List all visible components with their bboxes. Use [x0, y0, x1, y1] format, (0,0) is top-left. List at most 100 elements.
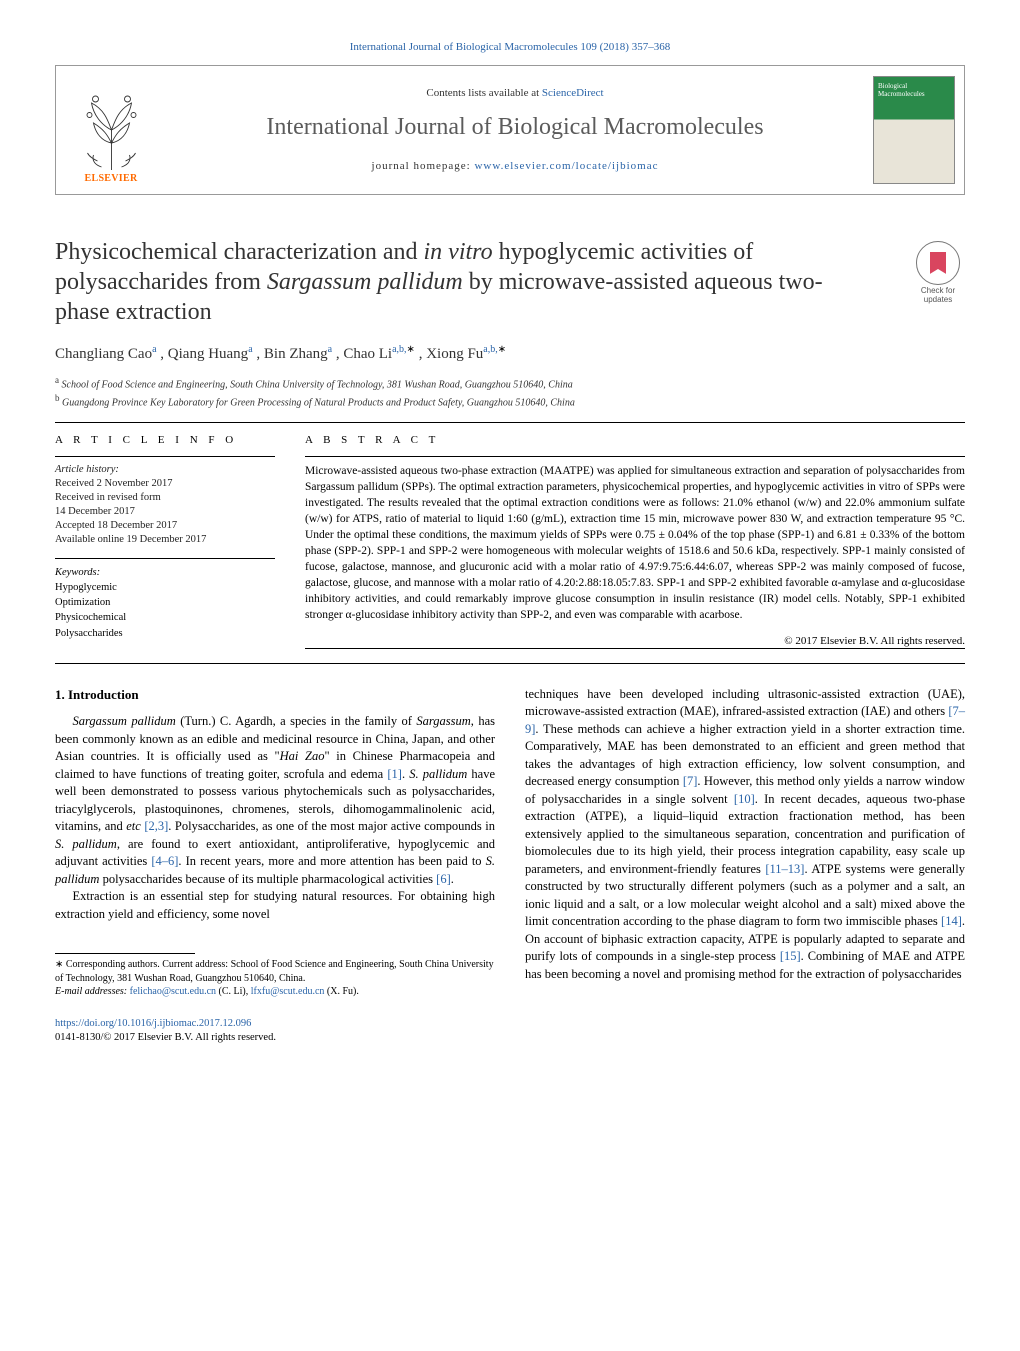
abstract-text: Microwave-assisted aqueous two-phase ext… — [305, 457, 965, 632]
abstract-rule-bottom — [305, 648, 965, 649]
updates-badge-circle-icon — [916, 241, 960, 285]
intro-t1r: . In recent years, more and more attenti… — [178, 854, 485, 868]
publisher-logo: ELSEVIER — [69, 75, 154, 186]
journal-cover-thumbnail: Biological Macromolecules — [873, 76, 955, 184]
body-column-left: 1. Introduction Sargassum pallidum (Turn… — [55, 686, 495, 1045]
intro-paragraph-cont: techniques have been developed including… — [525, 686, 965, 984]
intro-species-2: S. pallidum — [409, 767, 467, 781]
footnote-corresponding: ∗ Corresponding authors. Current address… — [55, 958, 495, 985]
homepage-link[interactable]: www.elsevier.com/locate/ijbiomac — [474, 160, 658, 172]
journal-cover-cell: Biological Macromolecules — [864, 66, 964, 194]
affiliation-a: a School of Food Science and Engineering… — [55, 374, 965, 392]
cite-6[interactable]: [6] — [436, 872, 451, 886]
author-5-corr-star: ∗ — [498, 344, 506, 355]
intro-t1t: polysaccharides because of its multiple … — [99, 872, 436, 886]
article-info-heading: A R T I C L E I N F O — [55, 433, 275, 448]
info-abstract-row: A R T I C L E I N F O Article history: R… — [55, 433, 965, 651]
email-1[interactable]: felichao@scut.edu.cn — [130, 986, 216, 997]
header-center: Contents lists available at ScienceDirec… — [166, 66, 864, 194]
intro-species-1: Sargassum pallidum — [73, 714, 176, 728]
intro-r1a: techniques have been developed including… — [525, 687, 965, 719]
author-2-aff: a — [248, 344, 252, 355]
history-online: Available online 19 December 2017 — [55, 533, 275, 547]
keyword-4: Polysaccharides — [55, 626, 275, 641]
author-1: Changliang Cao — [55, 346, 152, 362]
email-2[interactable]: lfxfu@scut.edu.cn — [251, 986, 325, 997]
doi-block: https://doi.org/10.1016/j.ijbiomac.2017.… — [55, 1017, 495, 1045]
article-info-column: A R T I C L E I N F O Article history: R… — [55, 433, 275, 651]
affiliation-b: b Guangdong Province Key Laboratory for … — [55, 392, 965, 410]
keyword-3: Physicochemical — [55, 610, 275, 625]
title-part-invitro: in vitro — [424, 239, 493, 265]
email-label: E-mail addresses: — [55, 986, 130, 997]
journal-header-box: ELSEVIER Contents lists available at Sci… — [55, 65, 965, 195]
intro-paragraph-1: Sargassum pallidum (Turn.) C. Agardh, a … — [55, 713, 495, 888]
check-updates-badge[interactable]: Check for updates — [911, 241, 965, 305]
history-received: Received 2 November 2017 — [55, 477, 275, 491]
abstract-column: A B S T R A C T Microwave-assisted aqueo… — [305, 433, 965, 651]
title-part-1: Physicochemical characterization and — [55, 239, 424, 265]
article-history-block: Article history: Received 2 November 201… — [55, 457, 275, 558]
author-5: , Xiong Fu — [419, 346, 484, 362]
author-3-aff: a — [328, 344, 332, 355]
author-3: , Bin Zhang — [256, 346, 327, 362]
author-1-aff: a — [152, 344, 156, 355]
abstract-heading: A B S T R A C T — [305, 433, 965, 448]
intro-t1n: . Polysaccharides, as one of the most ma… — [168, 819, 495, 833]
author-4-aff: a,b, — [392, 344, 406, 355]
footnotes-block: ∗ Corresponding authors. Current address… — [55, 958, 495, 999]
page-root: International Journal of Biological Macr… — [0, 0, 1020, 1075]
footnote-rule — [55, 953, 195, 954]
cite-2-3[interactable]: [2,3] — [144, 819, 168, 833]
article-history-label: Article history: — [55, 463, 275, 477]
affiliations-block: a School of Food Science and Engineering… — [55, 374, 965, 410]
authors-line: Changliang Caoa , Qiang Huanga , Bin Zha… — [55, 343, 965, 364]
article-title: Physicochemical characterization and in … — [55, 237, 965, 327]
intro-species-3: S. pallidum — [55, 837, 117, 851]
email-1-who: (C. Li), — [216, 986, 251, 997]
intro-paragraph-2: Extraction is an essential step for stud… — [55, 888, 495, 923]
publisher-logo-cell: ELSEVIER — [56, 66, 166, 194]
bookmark-icon — [930, 252, 946, 274]
email-2-who: (X. Fu). — [324, 986, 358, 997]
footnote-emails: E-mail addresses: felichao@scut.edu.cn (… — [55, 985, 495, 999]
contents-available-line: Contents lists available at ScienceDirec… — [426, 86, 603, 101]
keywords-label: Keywords: — [55, 565, 275, 580]
abstract-copyright: © 2017 Elsevier B.V. All rights reserved… — [305, 634, 965, 649]
running-citation: International Journal of Biological Macr… — [55, 40, 965, 55]
journal-cover-title: Biological Macromolecules — [878, 83, 950, 98]
intro-t1v: . — [451, 872, 454, 886]
intro-haizao: Hai Zao — [280, 749, 325, 763]
body-column-right: techniques have been developed including… — [525, 686, 965, 1045]
introduction-heading: 1. Introduction — [55, 686, 495, 704]
title-block: Physicochemical characterization and in … — [55, 237, 965, 327]
journal-homepage-line: journal homepage: www.elsevier.com/locat… — [372, 159, 659, 174]
updates-line-2: updates — [924, 295, 952, 304]
intro-t1b: (Turn.) C. Agardh, a species in the fami… — [176, 714, 417, 728]
history-accepted: Accepted 18 December 2017 — [55, 519, 275, 533]
body-two-columns: 1. Introduction Sargassum pallidum (Turn… — [55, 686, 965, 1045]
keywords-block: Keywords: Hypoglycemic Optimization Phys… — [55, 559, 275, 651]
updates-badge-text: Check for updates — [911, 287, 965, 305]
doi-link[interactable]: https://doi.org/10.1016/j.ijbiomac.2017.… — [55, 1017, 495, 1031]
history-revised-2: 14 December 2017 — [55, 505, 275, 519]
cite-1[interactable]: [1] — [387, 767, 402, 781]
affiliation-b-text: Guangdong Province Key Laboratory for Gr… — [62, 397, 575, 408]
author-2: , Qiang Huang — [160, 346, 248, 362]
cite-7[interactable]: [7] — [683, 774, 698, 788]
updates-line-1: Check for — [921, 286, 955, 295]
cite-11-13[interactable]: [11–13] — [765, 862, 804, 876]
sciencedirect-link[interactable]: ScienceDirect — [542, 87, 604, 99]
author-4: , Chao Li — [336, 346, 392, 362]
section-rule-top — [55, 422, 965, 423]
cite-15[interactable]: [15] — [780, 949, 801, 963]
cite-10[interactable]: [10] — [734, 792, 755, 806]
cite-14[interactable]: [14] — [941, 914, 962, 928]
section-rule-bottom — [55, 663, 965, 664]
journal-name: International Journal of Biological Macr… — [266, 111, 763, 143]
contents-prefix: Contents lists available at — [426, 87, 541, 99]
elsevier-tree-icon — [69, 75, 154, 175]
intro-etc: etc — [126, 819, 141, 833]
cite-4-6[interactable]: [4–6] — [151, 854, 178, 868]
keyword-1: Hypoglycemic — [55, 580, 275, 595]
